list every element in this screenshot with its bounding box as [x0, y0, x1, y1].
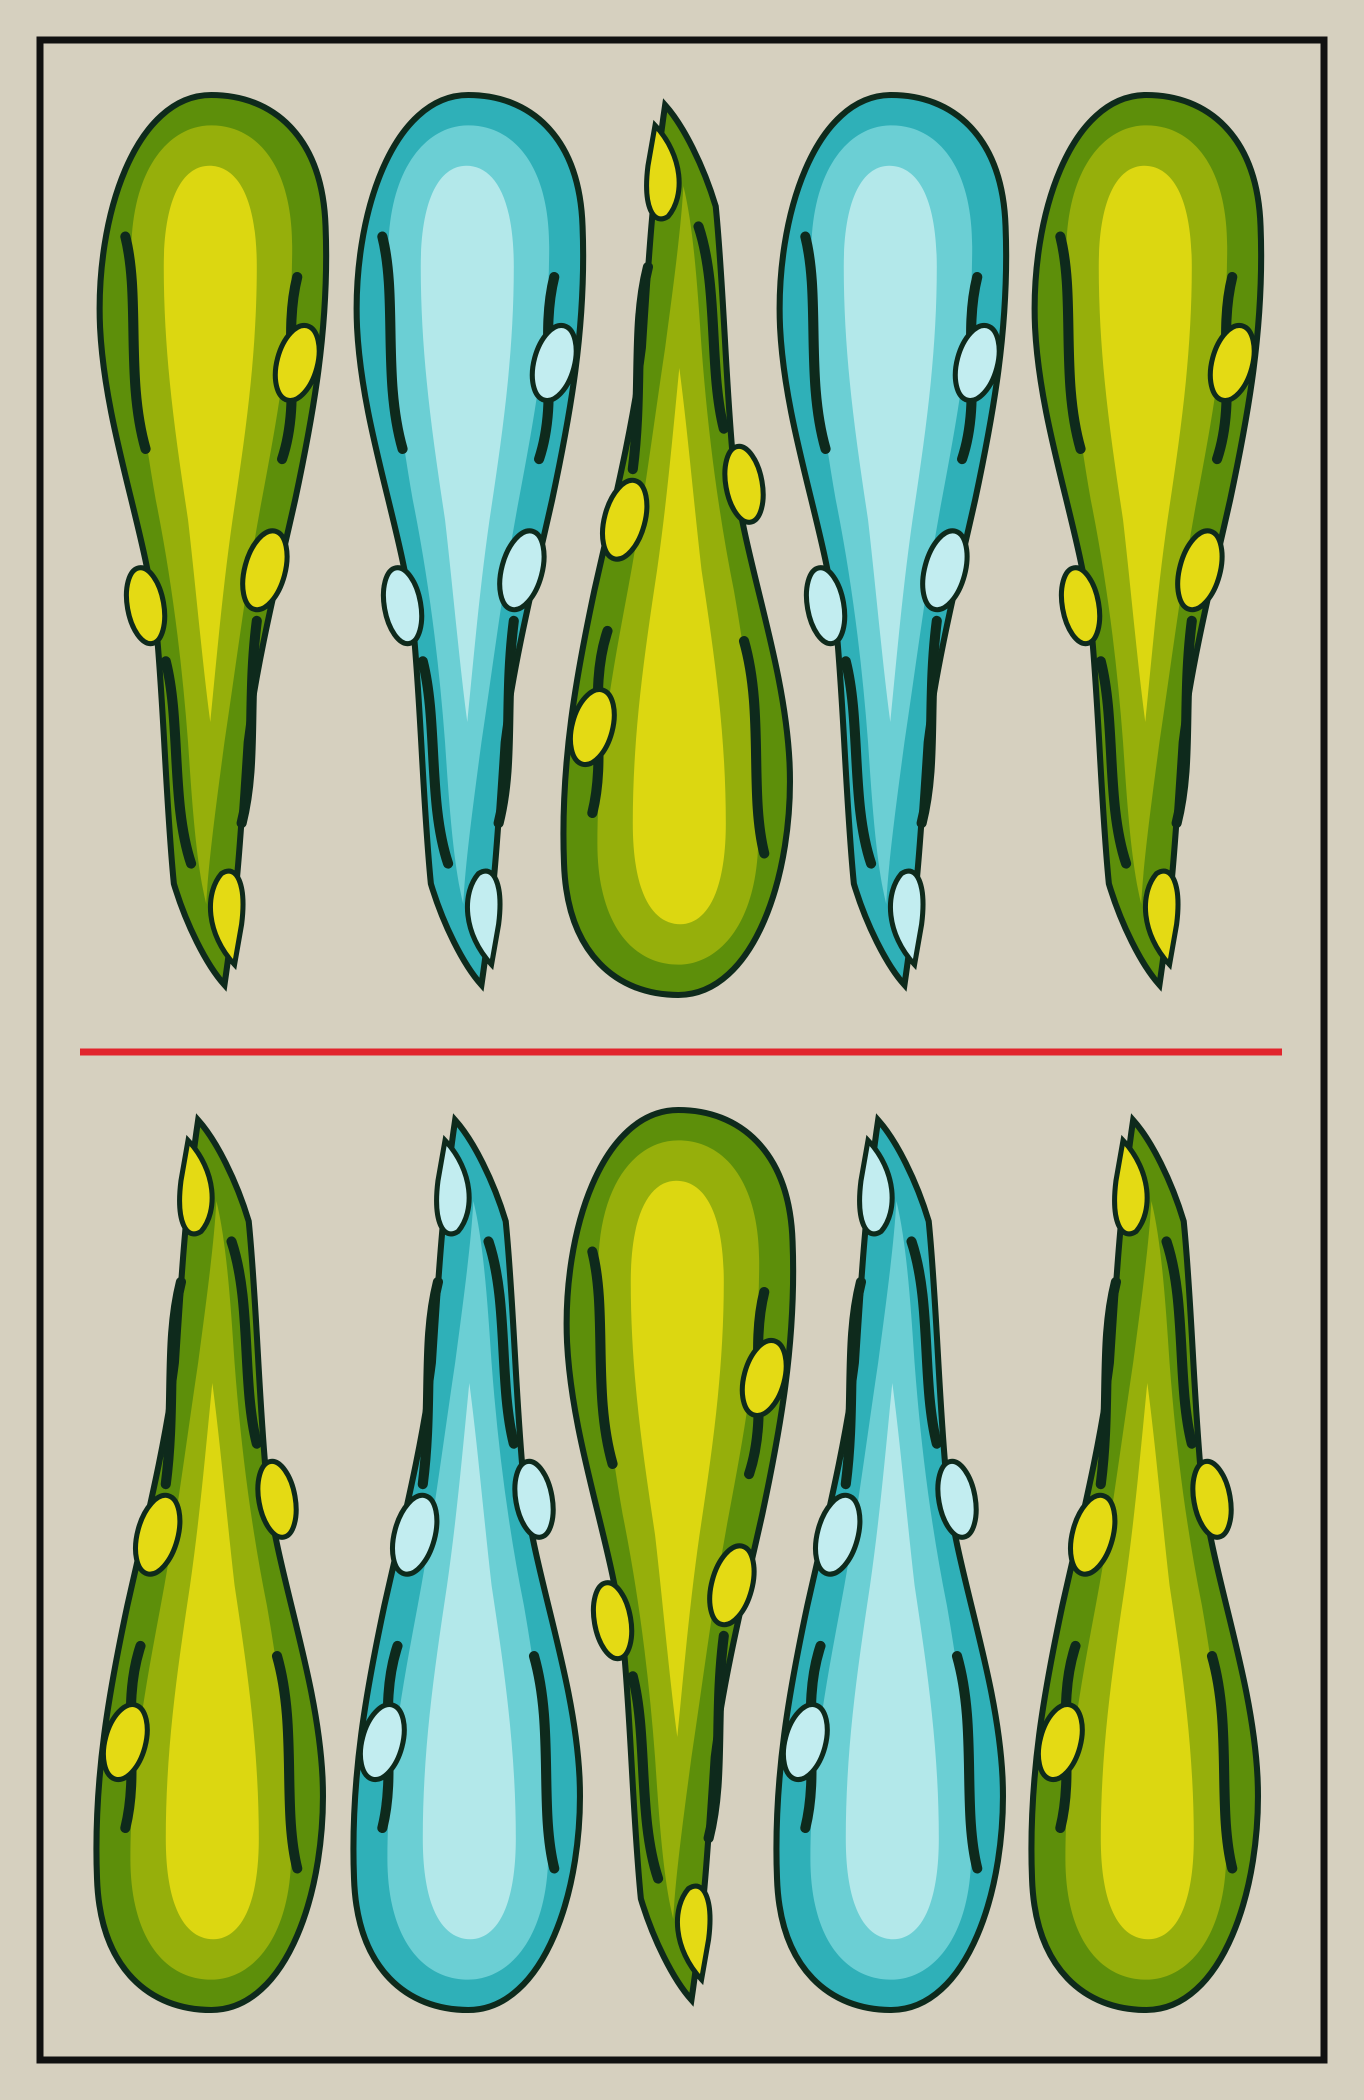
club-baton-icon — [100, 95, 327, 985]
card-frame — [36, 36, 1328, 2064]
club-baton-icon — [96, 1120, 323, 2010]
club-baton-icon — [567, 1110, 794, 2000]
top-row — [100, 95, 1262, 995]
club-baton-icon — [1035, 95, 1262, 985]
club-baton-icon — [563, 105, 790, 995]
club-baton-icon — [357, 95, 584, 985]
club-baton-icon — [780, 95, 1007, 985]
club-baton-icon — [776, 1120, 1003, 2010]
club-baton-icon — [353, 1120, 580, 2010]
bottom-row — [96, 1110, 1258, 2010]
club-baton-icon — [1031, 1120, 1258, 2010]
